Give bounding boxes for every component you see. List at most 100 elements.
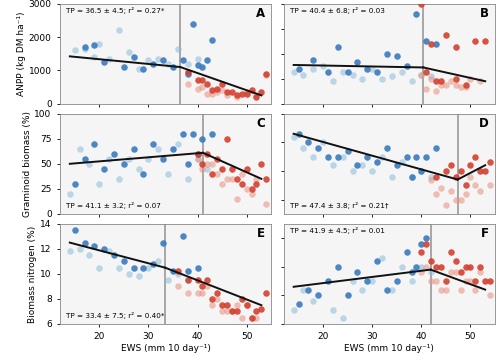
Point <box>432 88 440 94</box>
Point <box>402 63 410 69</box>
Text: TP = 33.4 ± 7.5; r² = 0.40*: TP = 33.4 ± 7.5; r² = 0.40* <box>66 312 165 319</box>
Point <box>208 161 216 167</box>
Point <box>462 84 469 90</box>
Point <box>418 168 426 174</box>
Point <box>378 154 386 159</box>
Point <box>418 72 426 78</box>
Point <box>164 61 172 67</box>
Point <box>184 81 192 87</box>
Point <box>184 290 192 296</box>
Point <box>324 278 332 284</box>
Point <box>364 66 372 72</box>
Point <box>208 171 216 177</box>
Point <box>388 73 396 79</box>
Point <box>300 287 308 293</box>
Point <box>258 89 266 95</box>
Point <box>466 162 474 168</box>
Point <box>198 78 206 83</box>
Point <box>294 301 302 307</box>
Point <box>432 264 440 270</box>
Point <box>159 156 167 162</box>
Point <box>262 72 270 78</box>
Point <box>452 76 460 82</box>
Point <box>228 166 236 172</box>
Point <box>314 145 322 151</box>
Point <box>90 244 98 249</box>
Point <box>383 287 391 293</box>
Point <box>169 146 177 152</box>
Point <box>208 302 216 308</box>
Point <box>418 241 426 247</box>
Point <box>252 181 260 187</box>
Point <box>486 292 494 298</box>
Point <box>412 264 420 270</box>
Point <box>223 136 231 142</box>
Point <box>213 86 221 92</box>
Point <box>248 315 256 321</box>
Point <box>412 154 420 159</box>
Point <box>339 315 347 321</box>
Point <box>368 168 376 174</box>
Point <box>213 171 221 177</box>
Point <box>213 296 221 302</box>
Point <box>447 250 455 256</box>
Text: TP = 41.9 ± 4.5; r² = 0.01: TP = 41.9 ± 4.5; r² = 0.01 <box>290 227 385 234</box>
Text: C: C <box>256 117 265 130</box>
Point <box>472 154 480 159</box>
Point <box>223 89 231 95</box>
Point <box>218 302 226 308</box>
Point <box>252 176 260 182</box>
Point <box>452 44 460 50</box>
Point <box>472 278 480 284</box>
Point <box>194 78 202 83</box>
Point <box>437 185 445 191</box>
Point <box>466 76 474 82</box>
Point <box>238 91 246 96</box>
Point <box>348 72 356 78</box>
Point <box>290 70 298 75</box>
Point <box>198 290 206 296</box>
Point <box>354 270 362 276</box>
Point <box>208 296 216 302</box>
Point <box>164 277 172 283</box>
Point <box>218 166 226 172</box>
Point <box>223 309 231 314</box>
Point <box>408 174 416 179</box>
Point <box>242 302 250 308</box>
Text: TP = 41.1 ± 3.2; r² = 0.07: TP = 41.1 ± 3.2; r² = 0.07 <box>66 202 161 209</box>
Point <box>233 302 241 308</box>
Point <box>130 146 138 152</box>
Point <box>481 38 489 44</box>
Text: D: D <box>479 117 488 130</box>
Point <box>184 161 192 167</box>
Point <box>100 246 108 252</box>
Point <box>476 78 484 84</box>
Point <box>348 278 356 284</box>
Point <box>154 56 162 62</box>
Point <box>442 202 450 208</box>
Point <box>466 264 474 270</box>
Point <box>373 159 381 165</box>
Point <box>364 154 372 159</box>
Point <box>134 66 142 72</box>
Point <box>252 315 260 321</box>
Point <box>194 63 202 68</box>
Y-axis label: ANPP (kg DM ha⁻¹): ANPP (kg DM ha⁻¹) <box>17 11 26 96</box>
Point <box>228 89 236 95</box>
Point <box>184 71 192 76</box>
Point <box>76 246 84 252</box>
Point <box>447 78 455 84</box>
Point <box>294 66 302 72</box>
Point <box>383 51 391 56</box>
Point <box>456 84 464 90</box>
Point <box>140 171 147 177</box>
Point <box>427 76 435 82</box>
Point <box>66 249 74 254</box>
Point <box>486 182 494 188</box>
Point <box>208 131 216 136</box>
Point <box>432 78 440 84</box>
Point <box>319 63 327 69</box>
Point <box>432 191 440 197</box>
Point <box>344 148 351 154</box>
Text: TP = 40.4 ± 6.8; r² = 0.03: TP = 40.4 ± 6.8; r² = 0.03 <box>290 7 385 13</box>
